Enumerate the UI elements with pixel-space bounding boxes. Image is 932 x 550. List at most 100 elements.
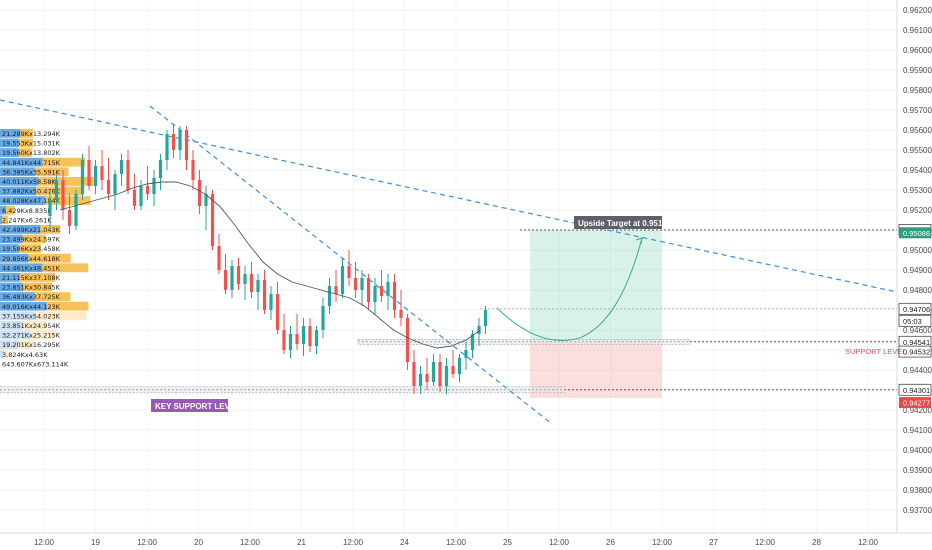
- volume-profile-label: 37.155Kx54.023K: [2, 312, 61, 320]
- candle-body: [152, 178, 156, 194]
- volume-profile-label: 29.856Kx44.618K: [2, 255, 61, 263]
- candle-body: [373, 286, 377, 302]
- candle-body: [360, 278, 364, 290]
- candle-body: [113, 174, 117, 194]
- candle-body: [126, 160, 130, 190]
- volume-profile-label: 23.851Kx24.954K: [2, 322, 61, 330]
- price-tag-label: 0.94706: [903, 305, 930, 314]
- candle-body: [438, 362, 442, 386]
- candle-body: [425, 374, 429, 382]
- support-level-label: SUPPORT LEVEL: [845, 347, 906, 356]
- volume-profile-up: [0, 292, 35, 301]
- projection-curve: [496, 237, 643, 341]
- volume-profile-down: [18, 340, 34, 349]
- candle-body: [100, 166, 104, 180]
- volume-profile-down: [28, 253, 71, 263]
- candle-body: [165, 134, 169, 160]
- candle-body: [308, 326, 312, 346]
- time-tick-label: 26: [606, 538, 615, 547]
- volume-profile-label: 40.011Kx58.58K: [2, 178, 56, 186]
- candle-body: [340, 266, 345, 294]
- key-support-band: [0, 386, 566, 394]
- price-tick-label: 0.95400: [903, 166, 932, 175]
- volume-profile-up: [0, 148, 19, 157]
- price-tick-label: 0.94400: [903, 366, 932, 375]
- volume-profile-label: 19.560Kx13.802K: [2, 149, 61, 157]
- volume-profile-label: 23.851Kx30.845K: [2, 284, 61, 292]
- candles: [48, 124, 488, 394]
- price-tick-label: 0.95700: [903, 106, 932, 115]
- candle-body: [431, 362, 436, 382]
- price-tag-label: 0.94532: [903, 348, 930, 357]
- candle-body: [256, 280, 260, 292]
- time-tick-label: 19: [91, 538, 100, 547]
- candle-body: [217, 246, 221, 270]
- candle-body: [412, 362, 416, 386]
- volume-profile-up: [0, 282, 23, 292]
- volume-profile-label: 23.499Kx24.597K: [2, 236, 61, 244]
- volume-profile-down: [35, 311, 87, 321]
- candle-body: [54, 180, 59, 200]
- volume-profile-label: 19.201Kx16.295K: [2, 341, 61, 349]
- time-tick-label: 24: [400, 538, 409, 547]
- upside-target-annotation[interactable]: Upside Target at 0.9510: [574, 216, 667, 229]
- price-tag-label: 0.94301: [903, 386, 930, 395]
- volume-profile-down: [18, 244, 41, 253]
- support-band: [357, 338, 691, 345]
- upside-target-box: [574, 216, 662, 229]
- candle-body: [353, 278, 358, 290]
- candle-body: [204, 194, 208, 206]
- price-tick-label: 0.96000: [903, 46, 932, 55]
- key-support-label: KEY SUPPORT LEVEL: [155, 402, 240, 411]
- volume-profile-up: [0, 349, 4, 359]
- volume-profile-label: 21.289Kx13.294K: [2, 130, 61, 138]
- volume-profile-down: [36, 186, 84, 196]
- candle-body: [366, 278, 371, 302]
- volume-profile-down: [46, 301, 89, 311]
- candle-body: [301, 326, 306, 344]
- time-axis[interactable]: 12:00 19 12:00 20 12:00 21 12:00 24 12:00 25 12:00…: [34, 538, 879, 547]
- candle-body: [171, 134, 176, 150]
- candle-body: [405, 318, 410, 362]
- candle-body: [178, 130, 182, 150]
- volume-profile-up: [0, 215, 3, 225]
- candle-body: [119, 160, 124, 174]
- volume-profile-down: [18, 148, 32, 157]
- price-tick-label: 0.94900: [903, 266, 932, 275]
- trendlines[interactable]: [0, 99, 898, 425]
- candle-body: [392, 282, 397, 310]
- candle-body: [243, 274, 247, 284]
- candle-body: [321, 306, 325, 330]
- volume-profile-down: [2, 215, 9, 225]
- price-tick-label: 0.96200: [903, 6, 932, 15]
- time-tick-label: 20: [194, 538, 203, 547]
- volume-profile-down: [45, 196, 91, 205]
- volume-profile-down: [19, 273, 56, 282]
- price-tag-stop: [899, 397, 931, 409]
- price-tag-countdown: [898, 314, 932, 327]
- candle-body: [275, 294, 280, 330]
- descending-trendline-short[interactable]: [149, 105, 553, 425]
- price-tag-label: 0.94541: [903, 338, 930, 347]
- price-tick-label: 0.95800: [903, 86, 932, 95]
- candle-body: [230, 266, 234, 290]
- volume-profile-down: [42, 157, 86, 167]
- price-tick-label: 0.93900: [903, 466, 932, 475]
- price-tick-label: 0.94100: [903, 426, 932, 435]
- volume-profile-up: [0, 205, 7, 215]
- volume-profile-up: [0, 301, 47, 311]
- projection-path: [496, 237, 643, 341]
- volume-profile-label: 6.429Kx8.835K: [2, 207, 52, 215]
- candle-body: [295, 334, 299, 344]
- volume-profile-label: 44.841Kx44.715K: [2, 159, 61, 167]
- key-support-annotation[interactable]: KEY SUPPORT LEVEL: [151, 399, 240, 412]
- volume-profile-label: 44.461Kx48.451K: [2, 264, 61, 272]
- position-zones: [530, 230, 662, 398]
- candle-body: [48, 200, 52, 216]
- candle-body: [132, 190, 137, 206]
- candle-body: [483, 310, 488, 326]
- price-tick-label: 0.93700: [903, 506, 932, 515]
- time-tick-label: 21: [297, 538, 306, 547]
